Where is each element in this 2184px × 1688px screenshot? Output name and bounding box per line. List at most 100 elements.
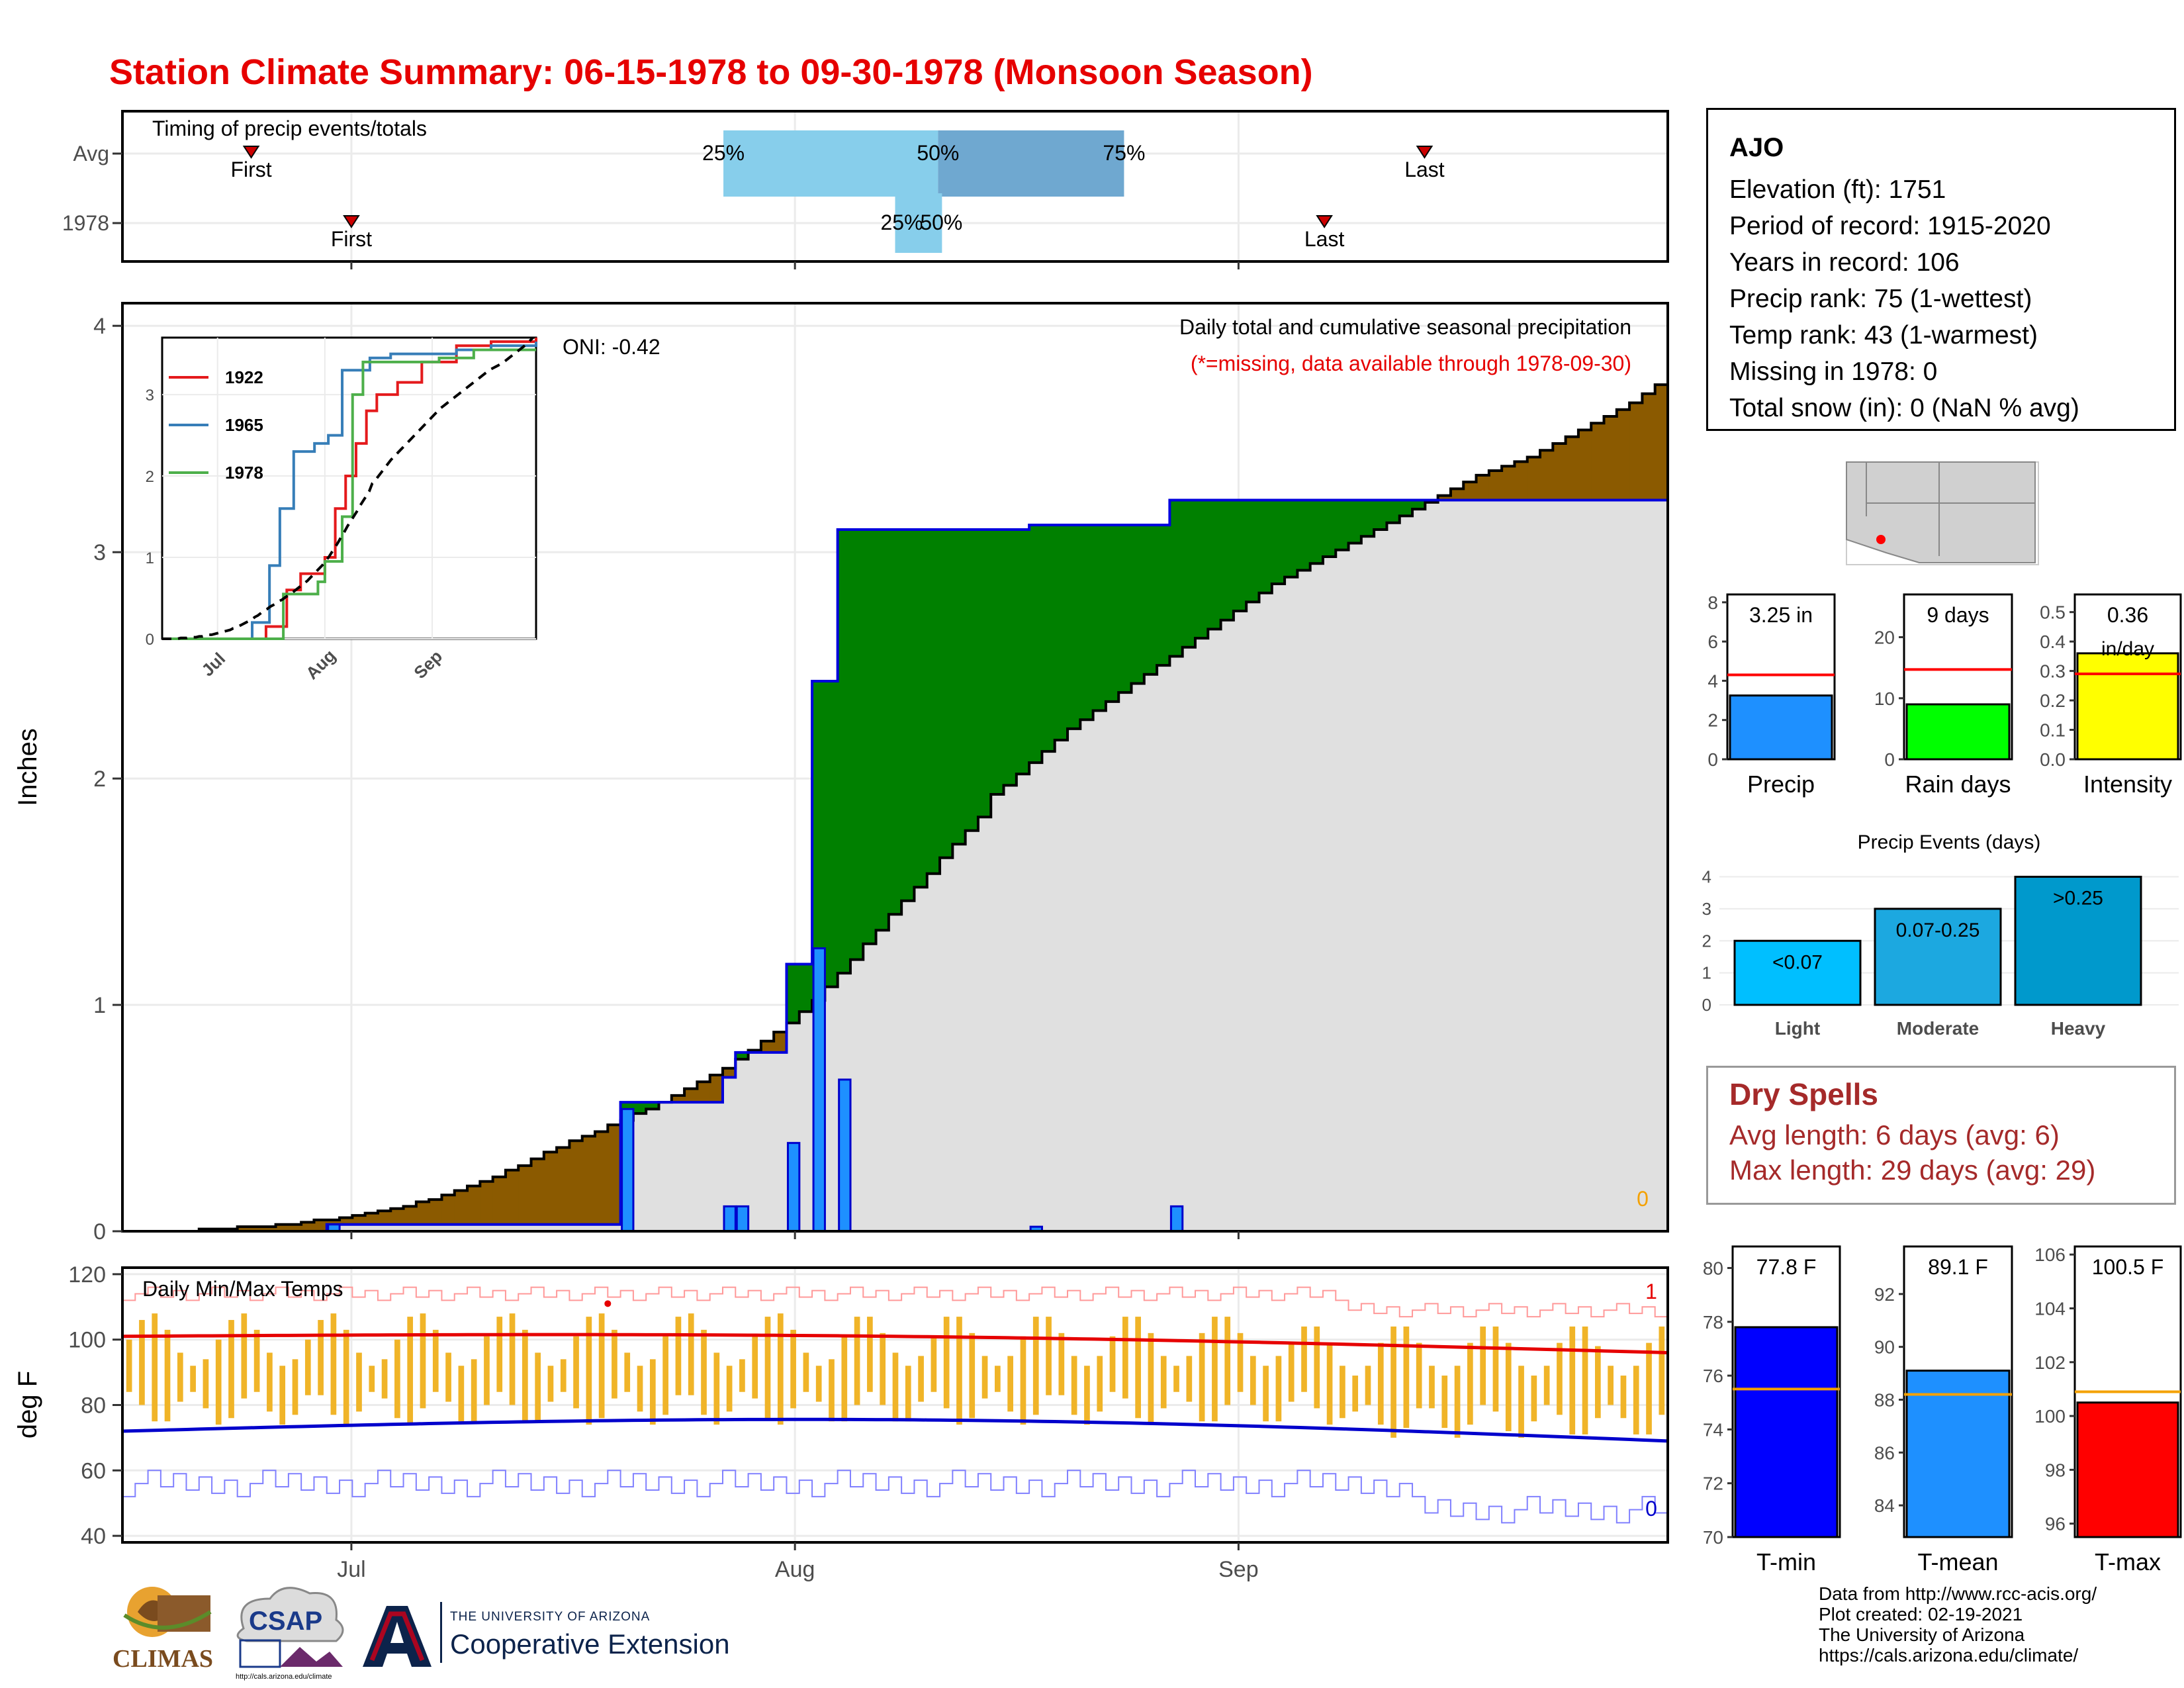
- precip-deficit-fill: [1629, 402, 1643, 500]
- precip-common-fill: [825, 986, 839, 1231]
- timing-1978-first-label: First: [331, 227, 372, 251]
- precip-common-fill: [697, 1102, 711, 1231]
- tmin-ytick-label: 74: [1703, 1419, 1723, 1440]
- timing-avg-last-marker: [1416, 146, 1433, 159]
- precip-common-fill: [1016, 774, 1030, 1231]
- temp-daily-bar: [152, 1313, 158, 1422]
- temp-daily-bar: [215, 1339, 222, 1425]
- precip-common-fill: [1118, 692, 1132, 1231]
- climas-logo: CLIMAS: [113, 1587, 213, 1673]
- precip-deficit-fill: [722, 1068, 736, 1078]
- precip-common-fill: [1131, 683, 1145, 1231]
- tmax-bar: [2076, 1401, 2179, 1538]
- precip-ylabel: Inches: [13, 728, 42, 806]
- precip-common-fill: [390, 1224, 404, 1231]
- temp-daily-bar: [356, 1352, 362, 1412]
- temp-daily-bar: [445, 1352, 451, 1402]
- temp-daily-bar: [471, 1359, 477, 1422]
- precip-common-fill: [1105, 701, 1119, 1231]
- temp-daily-bar: [764, 1317, 771, 1419]
- precip-daily-bar: [1169, 1205, 1184, 1233]
- tmin-value-label: 77.8 F: [1756, 1255, 1817, 1279]
- inset-panel: [161, 336, 537, 640]
- temp-daily-bar: [841, 1336, 848, 1422]
- temp-daily-bar: [253, 1329, 260, 1392]
- temp-daily-bar: [1467, 1342, 1473, 1425]
- timing-1978-p50-label: 50%: [920, 211, 962, 234]
- temp-daily-bar: [943, 1317, 950, 1409]
- csap-logo-url: http://cals.arizona.edu/climate: [236, 1673, 332, 1681]
- precip-deficit-fill: [250, 1227, 263, 1231]
- tmax-ytick-label: 104: [2034, 1298, 2066, 1319]
- precip-common-fill: [557, 1224, 570, 1231]
- precip-common-fill: [709, 1102, 723, 1231]
- precip-common-fill: [1348, 543, 1362, 1232]
- temp-daily-bar: [267, 1352, 273, 1412]
- temp-daily-bar: [612, 1329, 617, 1399]
- precip-common-fill: [1029, 763, 1043, 1231]
- temp-daily-bar: [905, 1366, 911, 1422]
- precip-annotation: Daily total and cumulative seasonal prec…: [1179, 315, 1631, 339]
- temp-daily-bar: [701, 1329, 707, 1415]
- temp-daily-bar: [1454, 1366, 1461, 1438]
- precip-common-fill: [1565, 500, 1579, 1231]
- precip-deficit-fill: [505, 1170, 519, 1225]
- dry-spells-avg: Avg length: 6 days (avg: 6): [1729, 1119, 2060, 1150]
- precip-surplus-fill: [863, 529, 877, 944]
- precip-common-fill: [735, 1059, 749, 1231]
- temp-daily-bar: [662, 1336, 668, 1415]
- temp-daily-bar: [1301, 1326, 1307, 1392]
- ua-divider: [440, 1602, 442, 1663]
- precip-common-fill: [1399, 516, 1413, 1232]
- events-ytick-label: 4: [1702, 867, 1711, 887]
- temp-daily-bar: [956, 1317, 962, 1425]
- tmean-ytick-label: 88: [1874, 1389, 1895, 1410]
- precip-surplus-fill: [1387, 500, 1400, 523]
- precip-surplus-fill: [1208, 500, 1222, 630]
- events-bar-heavy: [2014, 876, 2142, 1006]
- temp-daily-bar: [1352, 1376, 1359, 1412]
- tmin-ytick-label: 70: [1703, 1527, 1723, 1548]
- precip-common-fill: [671, 1102, 685, 1231]
- temp-daily-bar: [1340, 1366, 1345, 1419]
- temp-daily-bar: [1608, 1366, 1614, 1405]
- precip-common-fill: [965, 830, 979, 1231]
- timing-row-label-Avg: Avg: [73, 142, 109, 165]
- precip-common-fill: [1412, 509, 1426, 1232]
- dry-spells-max: Max length: 29 days (avg: 29): [1729, 1154, 2096, 1186]
- precip-common-fill: [1591, 500, 1605, 1231]
- temp-daily-bar: [1224, 1317, 1231, 1405]
- precip-daily-bar: [621, 1107, 635, 1233]
- precip-common-fill: [684, 1102, 698, 1231]
- precip-common-fill: [1463, 500, 1477, 1231]
- tmax-ytick-label: 100: [2034, 1406, 2066, 1427]
- precip-surplus-fill: [1169, 500, 1183, 657]
- precip-deficit-fill: [377, 1211, 391, 1225]
- dry-spells-panel: Dry Spells Avg length: 6 days (avg: 6) M…: [1706, 1066, 2176, 1205]
- precip-common-fill: [1310, 563, 1324, 1231]
- temp-daily-bar: [420, 1313, 426, 1409]
- intensity-value-label-2: in/day: [2101, 638, 2154, 660]
- events-ytick-label: 1: [1702, 963, 1711, 983]
- precip-ytick-label: 4: [93, 314, 106, 339]
- precip-common-fill: [1374, 529, 1388, 1232]
- temp-daily-bar: [739, 1359, 745, 1392]
- precip-deficit-fill: [543, 1152, 557, 1225]
- inset-avg-line: [162, 336, 534, 640]
- tmax-value-label: 100.5 F: [2092, 1255, 2164, 1279]
- temp-daily-bar: [1148, 1333, 1154, 1425]
- precip-common-fill: [1361, 536, 1375, 1232]
- precip-common-fill: [1488, 500, 1502, 1231]
- precip-common-fill: [1054, 739, 1068, 1231]
- timing-avg-last-label: Last: [1404, 158, 1445, 181]
- precip-common-fill: [1144, 674, 1158, 1231]
- precip-surplus-fill: [1297, 500, 1311, 571]
- precip-common-fill: [888, 914, 902, 1231]
- tmean-ytick-label: 84: [1874, 1495, 1895, 1516]
- precip-ytick-label: 1: [93, 993, 106, 1018]
- page-title: Station Climate Summary: 06-15-1978 to 0…: [109, 52, 1313, 92]
- precip-surplus-fill: [786, 964, 800, 1023]
- precip-deficit-fill: [1604, 416, 1617, 500]
- precip-surplus-fill: [825, 681, 839, 987]
- precip-surplus-fill: [1271, 500, 1285, 585]
